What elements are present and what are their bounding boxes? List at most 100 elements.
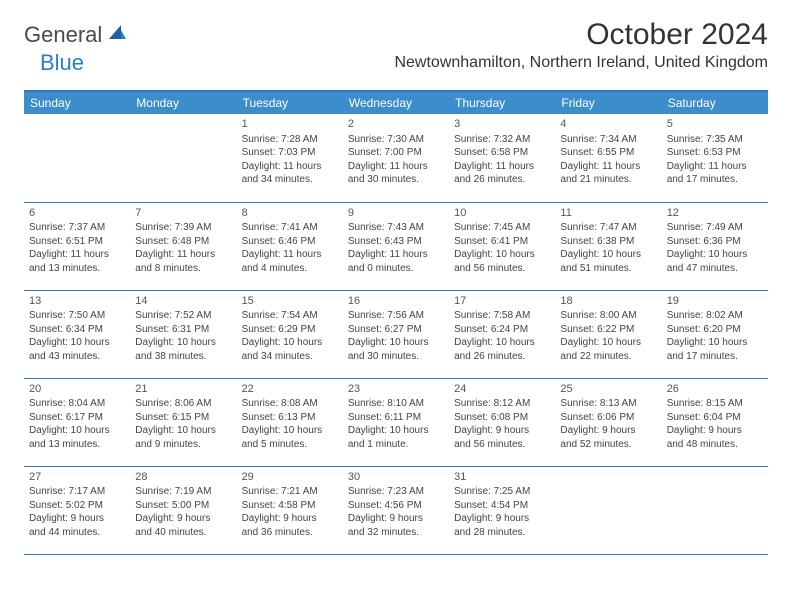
daylight-text: and 47 minutes. (667, 262, 763, 276)
sunrise-text: Sunrise: 8:10 AM (348, 397, 444, 411)
sunset-text: Sunset: 6:13 PM (242, 411, 338, 425)
daylight-text: and 0 minutes. (348, 262, 444, 276)
sunrise-text: Sunrise: 8:00 AM (560, 309, 656, 323)
day-number: 5 (667, 117, 763, 132)
calendar-cell-empty (555, 466, 661, 554)
calendar-body: 1Sunrise: 7:28 AMSunset: 7:03 PMDaylight… (24, 114, 768, 554)
calendar-cell: 16Sunrise: 7:56 AMSunset: 6:27 PMDayligh… (343, 290, 449, 378)
calendar-cell: 4Sunrise: 7:34 AMSunset: 6:55 PMDaylight… (555, 114, 661, 202)
daylight-text: and 17 minutes. (667, 350, 763, 364)
day-number: 4 (560, 117, 656, 132)
calendar-cell: 6Sunrise: 7:37 AMSunset: 6:51 PMDaylight… (24, 202, 130, 290)
day-number: 8 (242, 206, 338, 221)
calendar-cell: 3Sunrise: 7:32 AMSunset: 6:58 PMDaylight… (449, 114, 555, 202)
day-number: 10 (454, 206, 550, 221)
calendar-cell: 13Sunrise: 7:50 AMSunset: 6:34 PMDayligh… (24, 290, 130, 378)
sunset-text: Sunset: 6:27 PM (348, 323, 444, 337)
calendar-cell: 7Sunrise: 7:39 AMSunset: 6:48 PMDaylight… (130, 202, 236, 290)
day-number: 21 (135, 382, 231, 397)
calendar-cell: 26Sunrise: 8:15 AMSunset: 6:04 PMDayligh… (662, 378, 768, 466)
sunrise-text: Sunrise: 7:28 AM (242, 133, 338, 147)
day-number: 24 (454, 382, 550, 397)
daylight-text: and 13 minutes. (29, 262, 125, 276)
daylight-text: Daylight: 10 hours (242, 336, 338, 350)
sunset-text: Sunset: 6:06 PM (560, 411, 656, 425)
calendar-table: SundayMondayTuesdayWednesdayThursdayFrid… (24, 90, 768, 555)
sunset-text: Sunset: 6:36 PM (667, 235, 763, 249)
calendar-cell: 31Sunrise: 7:25 AMSunset: 4:54 PMDayligh… (449, 466, 555, 554)
daylight-text: Daylight: 10 hours (29, 336, 125, 350)
sunrise-text: Sunrise: 8:04 AM (29, 397, 125, 411)
daylight-text: Daylight: 10 hours (667, 336, 763, 350)
daylight-text: Daylight: 9 hours (29, 512, 125, 526)
sunrise-text: Sunrise: 8:13 AM (560, 397, 656, 411)
day-number: 31 (454, 470, 550, 485)
sunset-text: Sunset: 6:43 PM (348, 235, 444, 249)
calendar-cell: 1Sunrise: 7:28 AMSunset: 7:03 PMDaylight… (237, 114, 343, 202)
day-number: 15 (242, 294, 338, 309)
day-number: 16 (348, 294, 444, 309)
calendar-cell: 2Sunrise: 7:30 AMSunset: 7:00 PMDaylight… (343, 114, 449, 202)
daylight-text: Daylight: 11 hours (29, 248, 125, 262)
daylight-text: Daylight: 9 hours (242, 512, 338, 526)
sunset-text: Sunset: 6:31 PM (135, 323, 231, 337)
sunset-text: Sunset: 5:02 PM (29, 499, 125, 513)
daylight-text: and 44 minutes. (29, 526, 125, 540)
day-number: 9 (348, 206, 444, 221)
daylight-text: and 21 minutes. (560, 173, 656, 187)
day-number: 11 (560, 206, 656, 221)
daylight-text: Daylight: 10 hours (454, 336, 550, 350)
sunrise-text: Sunrise: 7:49 AM (667, 221, 763, 235)
daylight-text: and 34 minutes. (242, 173, 338, 187)
daylight-text: and 34 minutes. (242, 350, 338, 364)
daylight-text: and 13 minutes. (29, 438, 125, 452)
calendar-cell-empty (662, 466, 768, 554)
calendar-cell: 18Sunrise: 8:00 AMSunset: 6:22 PMDayligh… (555, 290, 661, 378)
logo: General (24, 22, 129, 48)
daylight-text: Daylight: 11 hours (242, 248, 338, 262)
calendar-cell: 14Sunrise: 7:52 AMSunset: 6:31 PMDayligh… (130, 290, 236, 378)
calendar-cell: 9Sunrise: 7:43 AMSunset: 6:43 PMDaylight… (343, 202, 449, 290)
day-number: 18 (560, 294, 656, 309)
daylight-text: Daylight: 10 hours (454, 248, 550, 262)
day-number: 1 (242, 117, 338, 132)
daylight-text: and 1 minute. (348, 438, 444, 452)
daylight-text: Daylight: 10 hours (135, 336, 231, 350)
daylight-text: and 8 minutes. (135, 262, 231, 276)
sunset-text: Sunset: 5:00 PM (135, 499, 231, 513)
daylight-text: Daylight: 11 hours (667, 160, 763, 174)
day-number: 22 (242, 382, 338, 397)
sunset-text: Sunset: 6:51 PM (29, 235, 125, 249)
logo-sail-icon (107, 23, 127, 48)
sunset-text: Sunset: 4:58 PM (242, 499, 338, 513)
daylight-text: and 17 minutes. (667, 173, 763, 187)
daylight-text: and 26 minutes. (454, 350, 550, 364)
sunset-text: Sunset: 6:46 PM (242, 235, 338, 249)
calendar-cell: 10Sunrise: 7:45 AMSunset: 6:41 PMDayligh… (449, 202, 555, 290)
sunrise-text: Sunrise: 7:19 AM (135, 485, 231, 499)
daylight-text: Daylight: 9 hours (560, 424, 656, 438)
calendar-cell: 15Sunrise: 7:54 AMSunset: 6:29 PMDayligh… (237, 290, 343, 378)
sunrise-text: Sunrise: 8:15 AM (667, 397, 763, 411)
daylight-text: and 32 minutes. (348, 526, 444, 540)
sunset-text: Sunset: 4:54 PM (454, 499, 550, 513)
calendar-cell: 25Sunrise: 8:13 AMSunset: 6:06 PMDayligh… (555, 378, 661, 466)
daylight-text: and 40 minutes. (135, 526, 231, 540)
day-number: 13 (29, 294, 125, 309)
sunrise-text: Sunrise: 7:45 AM (454, 221, 550, 235)
sunset-text: Sunset: 6:24 PM (454, 323, 550, 337)
calendar-week-row: 1Sunrise: 7:28 AMSunset: 7:03 PMDaylight… (24, 114, 768, 202)
logo-text-blue: Blue (40, 50, 84, 76)
daylight-text: Daylight: 9 hours (454, 512, 550, 526)
day-header: Friday (555, 91, 661, 114)
daylight-text: and 5 minutes. (242, 438, 338, 452)
month-title: October 2024 (394, 18, 768, 52)
sunrise-text: Sunrise: 7:47 AM (560, 221, 656, 235)
daylight-text: and 36 minutes. (242, 526, 338, 540)
daylight-text: and 52 minutes. (560, 438, 656, 452)
day-number: 12 (667, 206, 763, 221)
sunset-text: Sunset: 6:08 PM (454, 411, 550, 425)
day-header: Wednesday (343, 91, 449, 114)
calendar-week-row: 27Sunrise: 7:17 AMSunset: 5:02 PMDayligh… (24, 466, 768, 554)
calendar-cell: 19Sunrise: 8:02 AMSunset: 6:20 PMDayligh… (662, 290, 768, 378)
